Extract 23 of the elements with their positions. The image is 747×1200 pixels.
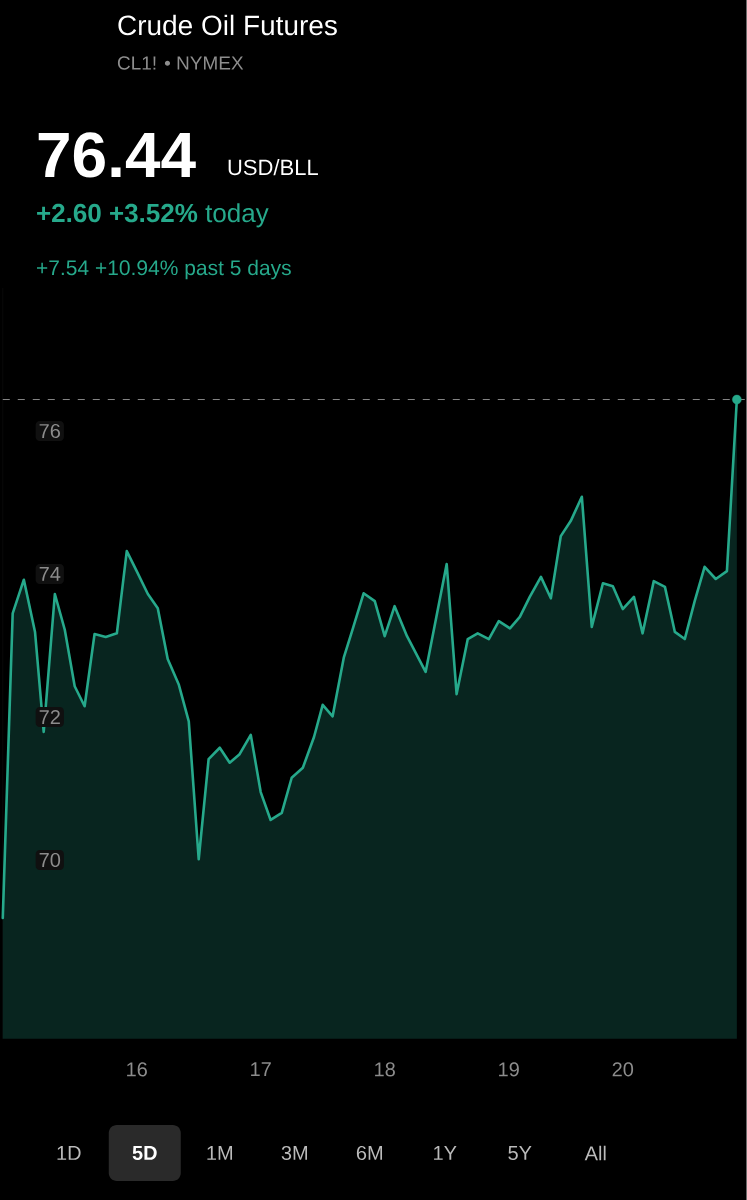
text: +7.54 +10.94% past 5 days — [37, 259, 291, 280]
text: 1D — [57, 1146, 81, 1160]
y-tick-label: 76 — [39, 423, 61, 439]
text: +2.60 +3.52% today — [37, 203, 269, 228]
text: 5D — [132, 1146, 157, 1160]
x-tick-label: 18 — [375, 1062, 396, 1077]
x-tick-label: 17 — [251, 1062, 271, 1077]
x-tick-label: 20 — [612, 1062, 634, 1077]
x-tick-label: 16 — [127, 1062, 148, 1077]
text: 1Y — [434, 1146, 457, 1160]
chart-title: Crude Oil Futures — [118, 14, 337, 36]
y-tick-label: 74 — [39, 567, 61, 581]
x-tick-label: 19 — [499, 1062, 519, 1077]
text: 1M — [207, 1146, 233, 1160]
text: 6M — [357, 1145, 383, 1161]
chart-subtitle: CL1! • NYMEX — [118, 56, 244, 70]
text: 5Y — [508, 1146, 532, 1160]
text: All — [584, 1145, 606, 1161]
text: USD/BLL — [228, 159, 319, 176]
y-tick-label: 72 — [39, 710, 60, 724]
text: 3M — [281, 1145, 308, 1161]
text: 76.44 — [38, 132, 196, 178]
y-tick-label: 70 — [39, 852, 61, 868]
